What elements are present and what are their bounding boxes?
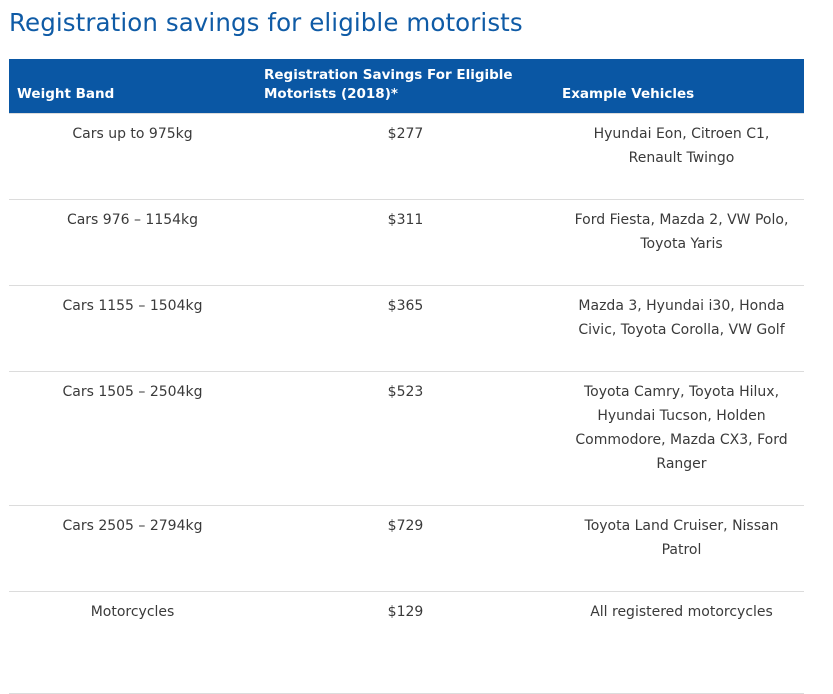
table-row: Motorcycles $129 All registered motorcyc… xyxy=(9,591,804,694)
weight-band-cell: Cars up to 975kg xyxy=(9,113,256,200)
table-row: Cars 1155 – 1504kg $365 Mazda 3, Hyundai… xyxy=(9,285,804,372)
savings-cell: $311 xyxy=(256,199,555,286)
table-header: Weight Band Registration Savings For Eli… xyxy=(9,59,804,114)
example-vehicles-cell: All registered motorcycles xyxy=(555,591,804,694)
example-vehicles-cell: Mazda 3, Hyundai i30, Honda Civic, Toyot… xyxy=(555,285,804,372)
weight-band-cell: Cars 1505 – 2504kg xyxy=(9,371,256,506)
table-row: Cars up to 975kg $277 Hyundai Eon, Citro… xyxy=(9,113,804,200)
example-vehicles-cell: Hyundai Eon, Citroen C1, Renault Twingo xyxy=(555,113,804,200)
savings-cell: $277 xyxy=(256,113,555,200)
header-row: Weight Band Registration Savings For Eli… xyxy=(9,59,804,114)
example-vehicles-cell: Ford Fiesta, Mazda 2, VW Polo, Toyota Ya… xyxy=(555,199,804,286)
page-title: Registration savings for eligible motori… xyxy=(9,8,523,37)
header-registration-savings: Registration Savings For Eligible Motori… xyxy=(256,59,555,114)
weight-band-cell: Motorcycles xyxy=(9,591,256,694)
savings-cell: $523 xyxy=(256,371,555,506)
savings-cell: $129 xyxy=(256,591,555,694)
weight-band-cell: Cars 976 – 1154kg xyxy=(9,199,256,286)
savings-table: Weight Band Registration Savings For Eli… xyxy=(9,59,804,694)
table-row: Cars 2505 – 2794kg $729 Toyota Land Crui… xyxy=(9,505,804,592)
savings-cell: $729 xyxy=(256,505,555,592)
weight-band-cell: Cars 1155 – 1504kg xyxy=(9,285,256,372)
header-weight-band: Weight Band xyxy=(9,59,256,114)
registration-savings-table: Weight Band Registration Savings For Eli… xyxy=(9,59,804,694)
savings-cell: $365 xyxy=(256,285,555,372)
weight-band-cell: Cars 2505 – 2794kg xyxy=(9,505,256,592)
example-vehicles-cell: Toyota Land Cruiser, Nissan Patrol xyxy=(555,505,804,592)
table-row: Cars 976 – 1154kg $311 Ford Fiesta, Mazd… xyxy=(9,199,804,286)
table-body: Cars up to 975kg $277 Hyundai Eon, Citro… xyxy=(9,113,804,694)
example-vehicles-cell: Toyota Camry, Toyota Hilux, Hyundai Tucs… xyxy=(555,371,804,506)
header-example-vehicles: Example Vehicles xyxy=(555,59,804,114)
table-row: Cars 1505 – 2504kg $523 Toyota Camry, To… xyxy=(9,371,804,506)
